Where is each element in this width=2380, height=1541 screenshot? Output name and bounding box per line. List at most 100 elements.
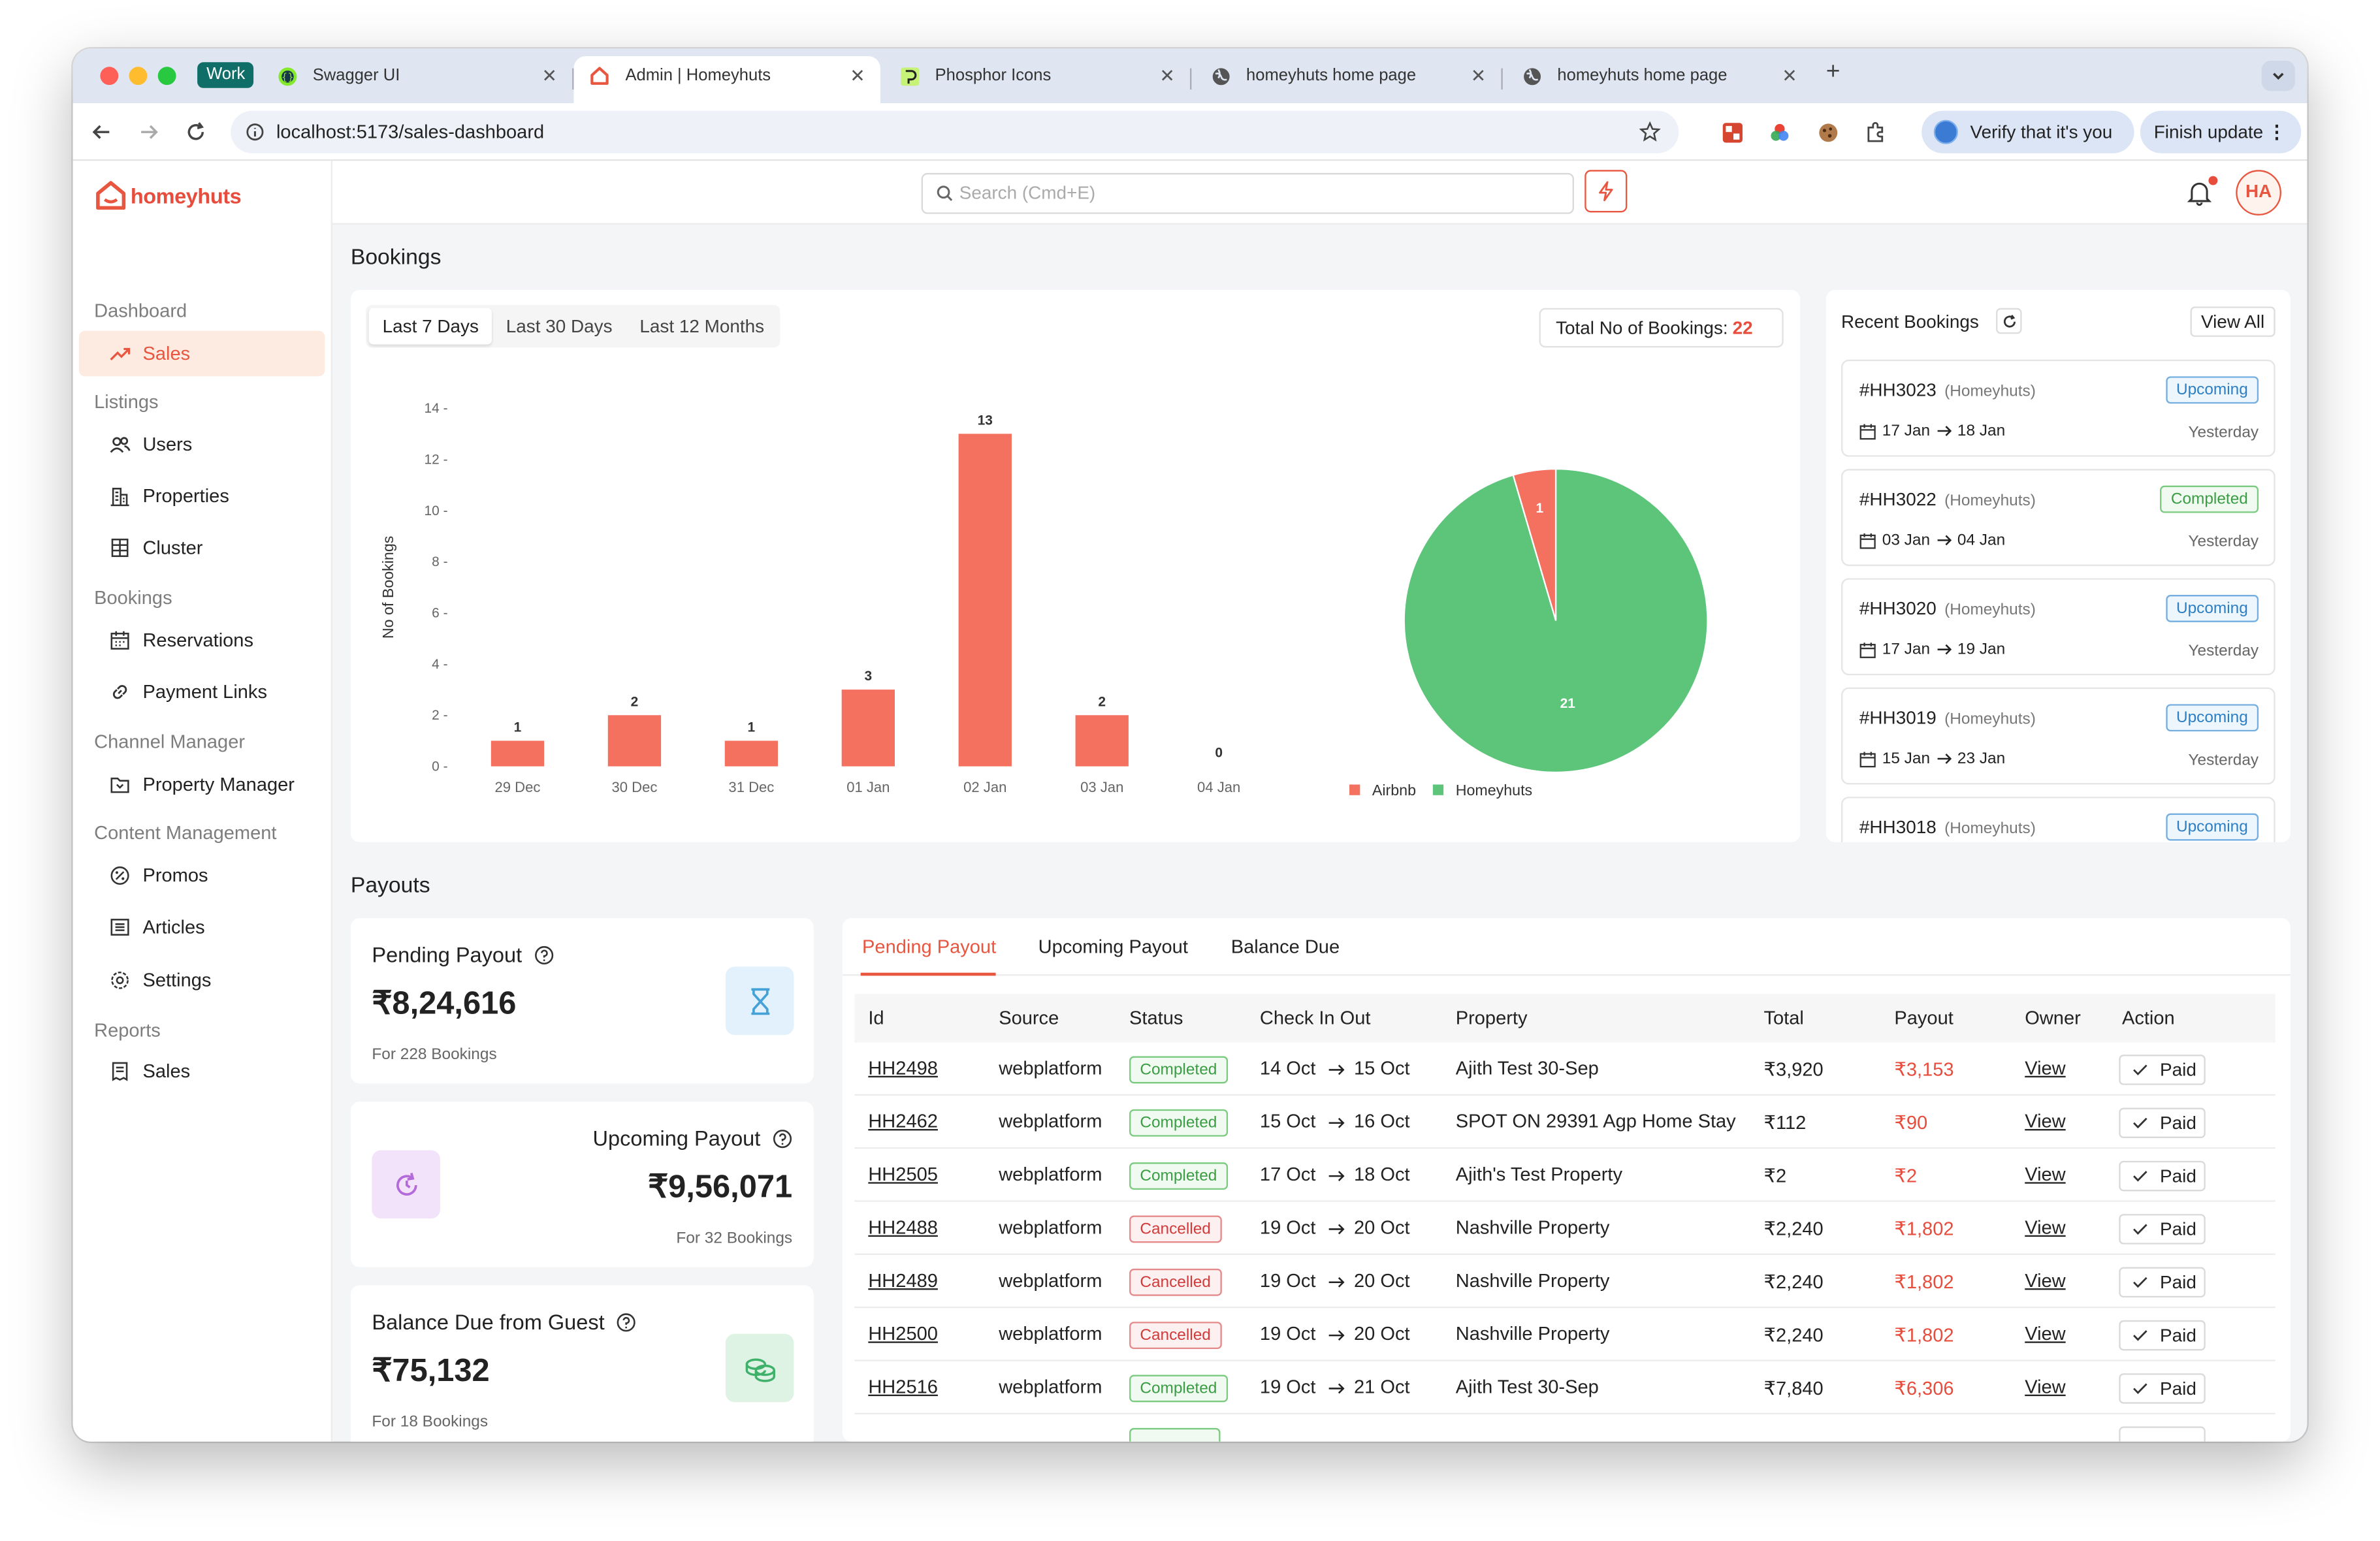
tab-upcoming-payout[interactable]: Upcoming Payout	[1038, 936, 1188, 958]
homeyhuts-logo[interactable]: homeyhuts	[94, 179, 242, 212]
browser-tab-homepage-1[interactable]: homeyhuts home page ✕	[1195, 56, 1503, 103]
quick-action-button[interactable]	[1584, 170, 1628, 213]
status-badge: Completed	[1129, 1374, 1228, 1403]
site-info-icon[interactable]	[246, 123, 264, 141]
address-bar[interactable]: localhost:5173/sales-dashboard	[231, 110, 1679, 153]
range-last-30-days[interactable]: Last 30 Days	[506, 315, 613, 337]
avatar[interactable]: HA	[2236, 170, 2281, 216]
help-icon[interactable]	[617, 1312, 636, 1331]
owner-view-link[interactable]: View	[2025, 1057, 2066, 1079]
close-window-button[interactable]	[100, 67, 119, 86]
recent-booking-item[interactable]: #HH3018 (Homeyhuts) Upcoming	[1841, 797, 2275, 842]
profile-work-badge[interactable]: Work	[197, 62, 255, 88]
pie-slice-homeyhuts[interactable]	[1403, 468, 1709, 774]
owner-view-link[interactable]: View	[2025, 1270, 2066, 1292]
paid-button[interactable]: Paid	[2119, 1214, 2206, 1245]
reload-button[interactable]	[181, 117, 211, 147]
url-text[interactable]: localhost:5173/sales-dashboard	[276, 121, 545, 143]
booking-id-link[interactable]: HH2516	[868, 1376, 938, 1398]
refresh-button[interactable]	[1996, 308, 2022, 334]
owner-view-link[interactable]: View	[2025, 1216, 2066, 1239]
close-tab-icon[interactable]: ✕	[1159, 65, 1175, 87]
view-all-button[interactable]: View All	[2190, 306, 2275, 337]
browser-tab-homepage-2[interactable]: homeyhuts home page ✕	[1505, 56, 1812, 103]
owner-view-link[interactable]: View	[2025, 1323, 2066, 1345]
owner-view-link[interactable]: View	[2025, 1164, 2066, 1186]
browser-tab-swagger[interactable]: {} Swagger UI ✕	[261, 56, 574, 103]
sidebar-item-users[interactable]: Users	[79, 422, 325, 468]
paid-button[interactable]: Paid	[2119, 1107, 2206, 1138]
sidebar-item-properties[interactable]: Properties	[79, 473, 325, 519]
sidebar-item-settings[interactable]: Settings	[79, 957, 325, 1003]
recent-booking-item[interactable]: #HH3023 (Homeyhuts) Upcoming 17 Jan 18 J…	[1841, 359, 2275, 457]
paid-button[interactable]: Paid	[2119, 1267, 2206, 1298]
sidebar-item-sales-report[interactable]: Sales	[79, 1049, 325, 1094]
sidebar-item-cluster[interactable]: Cluster	[79, 525, 325, 571]
range-last-7-days[interactable]: Last 7 Days	[368, 308, 492, 345]
paid-button[interactable]	[2119, 1426, 2206, 1442]
owner-view-link[interactable]: View	[2025, 1376, 2066, 1398]
verify-identity-button[interactable]: Verify that it's you	[1922, 110, 2134, 153]
phosphor-icon	[899, 65, 920, 87]
booking-id-link[interactable]: HH2489	[868, 1270, 938, 1292]
bar[interactable]	[490, 740, 545, 767]
back-button[interactable]	[86, 117, 116, 147]
bar[interactable]	[607, 715, 662, 767]
minimize-window-button[interactable]	[129, 67, 148, 86]
zoom-window-button[interactable]	[157, 67, 176, 86]
help-icon[interactable]	[534, 945, 554, 964]
extension-cookie-icon[interactable]	[1814, 118, 1841, 146]
range-last-12-months[interactable]: Last 12 Months	[639, 315, 765, 337]
close-tab-icon[interactable]: ✕	[850, 65, 865, 87]
tab-search-button[interactable]	[2261, 60, 2295, 91]
sidebar-item-label: Sales	[142, 343, 191, 364]
extensions-puzzle-icon[interactable]	[1861, 118, 1888, 146]
grid-icon	[111, 538, 129, 558]
sidebar-item-payment-links[interactable]: Payment Links	[79, 669, 325, 715]
bar[interactable]	[1075, 715, 1129, 767]
bar[interactable]	[724, 740, 779, 767]
forward-button[interactable]	[134, 117, 164, 147]
recent-booking-item[interactable]: #HH3019 (Homeyhuts) Upcoming 15 Jan 23 J…	[1841, 687, 2275, 785]
tab-balance-due[interactable]: Balance Due	[1230, 936, 1340, 958]
help-icon[interactable]	[773, 1128, 792, 1148]
close-tab-icon[interactable]: ✕	[541, 65, 557, 87]
section-bookings: Bookings	[94, 587, 172, 609]
sidebar-item-articles[interactable]: Articles	[79, 904, 325, 950]
booking-id-link[interactable]: HH2500	[868, 1323, 938, 1345]
bar[interactable]	[958, 434, 1012, 767]
sidebar-item-reservations[interactable]: Reservations	[79, 618, 325, 663]
paid-button[interactable]: Paid	[2119, 1373, 2206, 1404]
booking-id-link[interactable]: HH2488	[868, 1216, 938, 1239]
x-tick-label: 31 Dec	[728, 779, 774, 795]
paid-button[interactable]: Paid	[2119, 1320, 2206, 1351]
booking-id-link[interactable]: HH2498	[868, 1057, 938, 1079]
property-cell: Ajith's Test Property	[1455, 1164, 1622, 1186]
sidebar-item-sales[interactable]: Sales	[78, 330, 325, 377]
paid-button[interactable]: Paid	[2119, 1055, 2206, 1085]
tab-separator	[572, 68, 574, 90]
close-tab-icon[interactable]: ✕	[1470, 65, 1487, 87]
booking-id-link[interactable]: HH2505	[868, 1164, 938, 1186]
browser-tab-phosphor[interactable]: Phosphor Icons ✕	[884, 56, 1192, 103]
extension-picture-icon[interactable]	[1718, 118, 1746, 146]
close-tab-icon[interactable]: ✕	[1782, 65, 1797, 87]
sidebar-item-promos[interactable]: Promos	[79, 853, 325, 898]
browser-tab-admin[interactable]: Admin | Homeyhuts ✕	[573, 56, 880, 104]
sidebar-item-property-manager[interactable]: Property Manager	[79, 762, 325, 808]
bell-icon[interactable]	[2186, 179, 2213, 206]
finish-update-button[interactable]: Finish update ⋮	[2140, 110, 2302, 153]
bookmark-star-icon[interactable]	[1639, 121, 1661, 143]
tab-pending-payout[interactable]: Pending Payout	[862, 936, 997, 958]
recent-booking-item[interactable]: #HH3020 (Homeyhuts) Upcoming 17 Jan 19 J…	[1841, 578, 2275, 676]
recent-booking-item[interactable]: #HH3022 (Homeyhuts) Completed 03 Jan 04 …	[1841, 469, 2275, 566]
owner-view-link[interactable]: View	[2025, 1111, 2066, 1132]
more-menu-icon[interactable]: ⋮	[2268, 121, 2286, 143]
pending-payout-title-row: Pending Payout	[372, 942, 554, 966]
booking-id-link[interactable]: HH2462	[868, 1111, 938, 1132]
search-input[interactable]: Search (Cmd+E)	[921, 172, 1574, 214]
bar[interactable]	[841, 690, 895, 767]
extension-colorwheel-icon[interactable]	[1765, 118, 1793, 146]
paid-button[interactable]: Paid	[2119, 1160, 2206, 1192]
new-tab-button[interactable]: +	[1825, 59, 1841, 86]
